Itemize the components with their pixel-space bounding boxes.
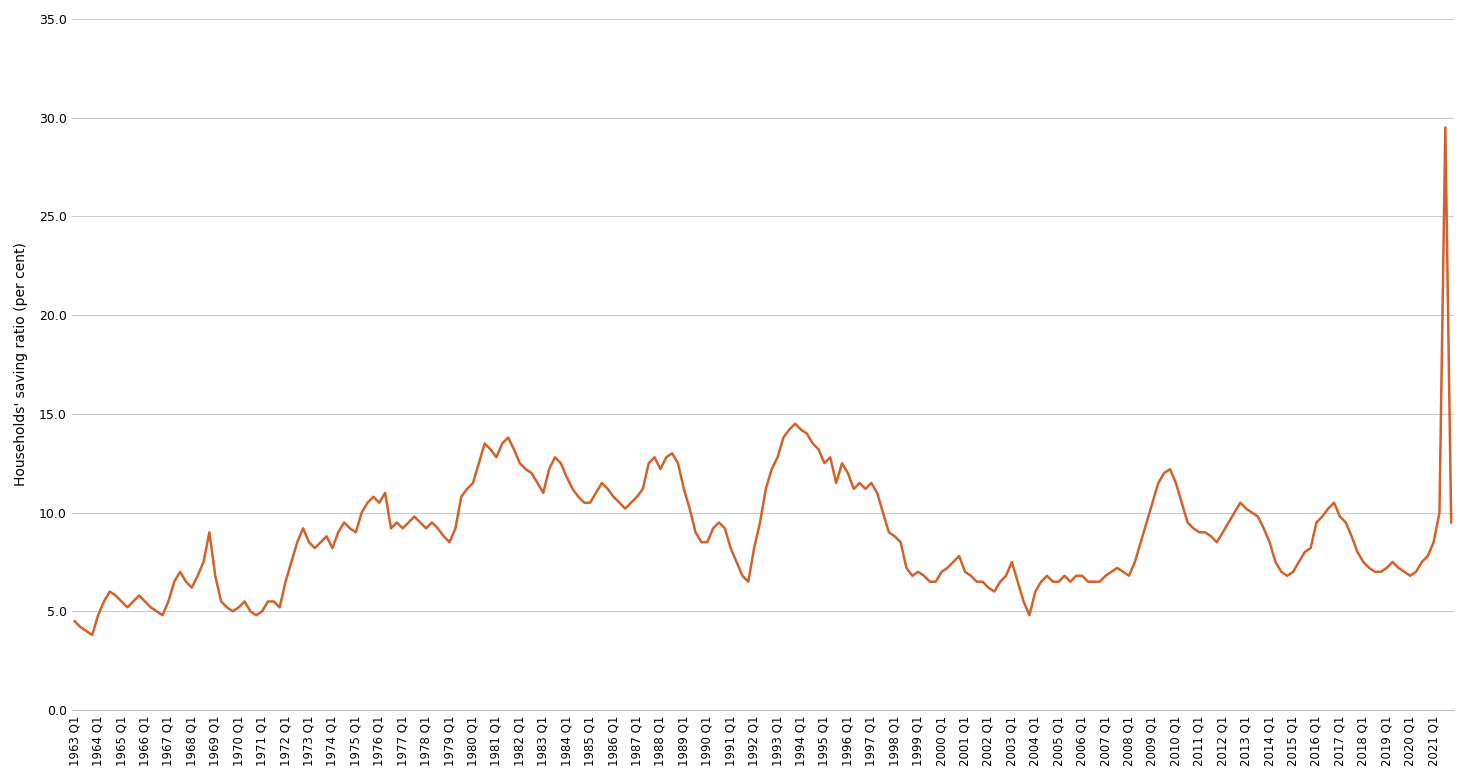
Y-axis label: Households' saving ratio (per cent): Households' saving ratio (per cent) [13,243,28,487]
